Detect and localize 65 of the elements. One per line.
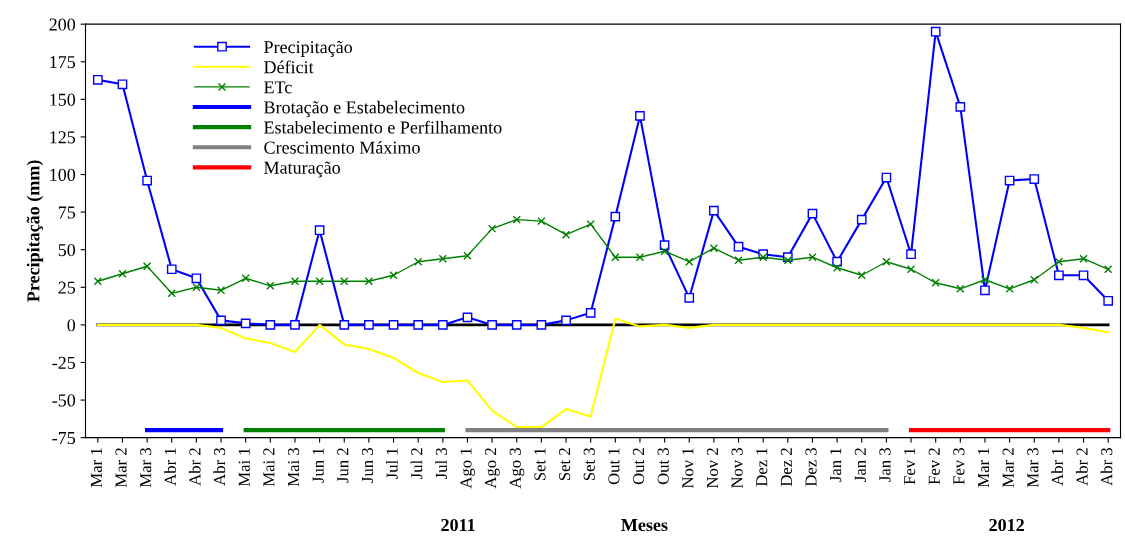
legend-label: Déficit	[264, 60, 314, 74]
x-tick-label: Out 3	[657, 448, 669, 485]
x-tick-label: Abr 1	[164, 448, 176, 486]
x-tick-label: Mai 1	[238, 448, 250, 487]
y-tick-label: -75	[52, 432, 76, 445]
x-tick-label: Abr 1	[1051, 448, 1064, 486]
x-tick-label: Out 1	[608, 448, 620, 485]
x-tick-label: Abr 3	[1100, 448, 1113, 486]
x-tick-label: Jun 1	[312, 448, 324, 483]
x-tick-label: Jul 2	[410, 448, 423, 479]
x-tick-label: Set 2	[559, 448, 571, 481]
x-tick-label: Jan 3	[879, 448, 891, 482]
x-tick-label: Jan 1	[830, 448, 842, 482]
text: 2011	[441, 518, 475, 532]
y-tick-label: 25	[58, 281, 76, 294]
x-tick-label: Dez 1	[756, 448, 768, 487]
x-axis-title: Meses	[621, 519, 668, 532]
x-tick-label: Dez 2	[780, 448, 792, 487]
y-tick-label: 50	[58, 243, 76, 257]
x-tick-label: Jul 3	[435, 448, 447, 479]
text: 2012	[989, 518, 1024, 532]
y-tick-label: -25	[52, 356, 76, 369]
x-tick-label: Set 1	[534, 448, 546, 481]
x-tick-label: Ago 2	[485, 448, 500, 489]
x-tick-label: Fev 3	[953, 448, 965, 485]
x-tick-label: Mar 3	[140, 448, 152, 488]
x-tick-label: Mai 2	[263, 448, 275, 487]
x-tick-label: Out 2	[632, 448, 645, 485]
x-tick-label: Ago 3	[509, 448, 525, 489]
x-tick-label: Mar 2	[115, 448, 127, 488]
legend-label: Brotação e Estabelecimento	[264, 100, 465, 118]
y-tick-label: 0	[67, 319, 76, 332]
x-tick-label: Mar 2	[1002, 448, 1014, 488]
x-tick-label: Nov 2	[706, 448, 719, 489]
x-tick-label: Mar 1	[90, 448, 102, 488]
y-axis-title: Precipitação (mm)	[26, 160, 44, 302]
y-tick-label: -50	[52, 394, 76, 407]
x-tick-label: Jul 1	[385, 448, 398, 479]
y-tick-label: 200	[49, 18, 76, 31]
x-tick-label: Nov 3	[731, 448, 743, 489]
x-tick-label: Fev 1	[904, 448, 916, 485]
x-tick-label: Mai 3	[287, 448, 300, 487]
x-tick-label: Abr 3	[213, 448, 226, 486]
legend-label: Crescimento Máximo	[264, 140, 420, 154]
x-tick-label: Mar 1	[977, 448, 990, 488]
legend-label: Maturação	[264, 161, 341, 178]
y-tick-label: 150	[50, 93, 76, 106]
y-tick-label: 75	[58, 206, 76, 219]
legend-label: Estabelecimento e Perfilhamento	[264, 120, 502, 134]
x-tick-label: Set 3	[583, 448, 595, 481]
x-tick-label: Fev 2	[928, 448, 940, 485]
x-tick-label: Jan 2	[854, 448, 866, 482]
x-tick-label: Dez 3	[805, 448, 817, 487]
x-tick-label: Jun 3	[361, 448, 374, 483]
legend-label: Precipitação	[264, 40, 353, 57]
x-tick-label: Abr 2	[1075, 448, 1088, 486]
y-tick-label: 100	[50, 168, 76, 181]
x-tick-label: Nov 1	[682, 448, 694, 489]
x-tick-label: Abr 2	[188, 448, 201, 486]
y-tick-label: 175	[50, 56, 76, 69]
x-tick-label: Ago 1	[460, 448, 476, 489]
x-tick-label: Jun 2	[337, 448, 349, 483]
y-tick-label: 125	[50, 131, 76, 144]
x-tick-label: Mar 3	[1027, 448, 1039, 488]
legend-label: ETc	[264, 81, 292, 94]
